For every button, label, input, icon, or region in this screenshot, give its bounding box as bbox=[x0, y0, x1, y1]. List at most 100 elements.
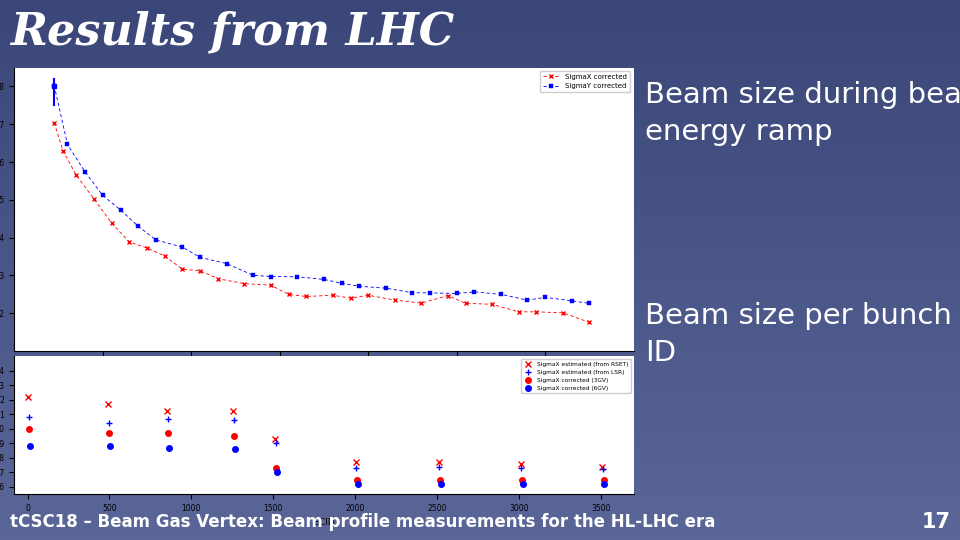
Bar bbox=[0, 16, 960, 19]
SigmaX corrected bbox=[141, 245, 153, 251]
Bar bbox=[0, 265, 960, 267]
Bar bbox=[0, 297, 960, 300]
Bar bbox=[0, 491, 960, 494]
SigmaX estimated (from RSET) bbox=[161, 408, 173, 415]
SigmaX corrected bbox=[487, 301, 498, 308]
Bar bbox=[0, 8, 960, 11]
Bar bbox=[0, 432, 960, 435]
SigmaY corrected bbox=[61, 141, 73, 148]
Bar bbox=[0, 202, 960, 205]
Bar bbox=[0, 148, 960, 151]
SigmaX corrected bbox=[88, 195, 100, 202]
Bar bbox=[0, 192, 960, 194]
Bar bbox=[0, 532, 960, 535]
Bar bbox=[0, 448, 960, 451]
Bar bbox=[0, 154, 960, 157]
Bar bbox=[0, 176, 960, 178]
Bar bbox=[0, 11, 960, 14]
SigmaY corrected bbox=[115, 207, 127, 213]
SigmaY corrected bbox=[353, 283, 365, 289]
SigmaY corrected bbox=[540, 294, 551, 301]
Bar bbox=[0, 354, 960, 356]
Bar bbox=[0, 400, 960, 402]
Bar bbox=[0, 443, 960, 445]
SigmaX corrected (3GV) bbox=[228, 433, 240, 440]
Bar bbox=[0, 14, 960, 16]
Bar bbox=[0, 132, 960, 135]
Bar bbox=[0, 302, 960, 305]
Bar bbox=[0, 122, 960, 124]
Bar bbox=[0, 65, 960, 68]
Bar bbox=[0, 375, 960, 378]
SigmaY corrected bbox=[424, 289, 436, 296]
Bar bbox=[0, 470, 960, 472]
Bar bbox=[0, 310, 960, 313]
SigmaX estimated (from LSR) bbox=[23, 414, 35, 421]
Bar bbox=[0, 451, 960, 454]
SigmaX corrected bbox=[442, 292, 454, 299]
Bar bbox=[0, 535, 960, 537]
Bar bbox=[0, 59, 960, 62]
Bar bbox=[0, 413, 960, 416]
Bar bbox=[0, 329, 960, 332]
Bar bbox=[0, 486, 960, 489]
Bar bbox=[0, 184, 960, 186]
Bar bbox=[0, 516, 960, 518]
Bar bbox=[0, 383, 960, 386]
Legend: SigmaX corrected, SigmaY corrected: SigmaX corrected, SigmaY corrected bbox=[540, 71, 630, 92]
Bar bbox=[0, 32, 960, 35]
SigmaY corrected bbox=[451, 290, 463, 296]
SigmaY corrected bbox=[194, 254, 206, 261]
Bar bbox=[0, 248, 960, 251]
SigmaY corrected bbox=[80, 169, 91, 176]
Bar bbox=[0, 227, 960, 229]
SigmaX estimated (from RSET) bbox=[102, 401, 113, 408]
SigmaX corrected bbox=[106, 220, 117, 226]
Bar bbox=[0, 526, 960, 529]
Bar bbox=[0, 537, 960, 540]
Bar bbox=[0, 321, 960, 324]
SigmaY corrected bbox=[150, 237, 161, 243]
Bar bbox=[0, 62, 960, 65]
SigmaY corrected bbox=[292, 274, 303, 280]
Bar bbox=[0, 224, 960, 227]
SigmaX corrected (6GV) bbox=[163, 444, 175, 451]
Bar bbox=[0, 292, 960, 294]
Bar bbox=[0, 521, 960, 524]
SigmaX estimated (from LSR) bbox=[516, 465, 527, 471]
SigmaX estimated (from LSR) bbox=[228, 417, 239, 423]
Bar bbox=[0, 313, 960, 316]
Bar bbox=[0, 348, 960, 351]
Bar bbox=[0, 397, 960, 400]
Bar bbox=[0, 351, 960, 354]
Bar bbox=[0, 275, 960, 278]
Bar bbox=[0, 394, 960, 397]
SigmaY corrected bbox=[248, 272, 259, 279]
Bar bbox=[0, 38, 960, 40]
Bar bbox=[0, 76, 960, 78]
SigmaY corrected bbox=[265, 273, 276, 280]
Text: Beam size per bunch
ID: Beam size per bunch ID bbox=[645, 302, 952, 367]
Bar bbox=[0, 362, 960, 364]
Bar bbox=[0, 497, 960, 500]
Bar bbox=[0, 273, 960, 275]
SigmaX corrected (6GV) bbox=[516, 481, 528, 487]
Bar bbox=[0, 300, 960, 302]
SigmaX estimated (from LSR) bbox=[270, 440, 281, 447]
Bar bbox=[0, 529, 960, 532]
Bar bbox=[0, 35, 960, 38]
Bar bbox=[0, 505, 960, 508]
Bar bbox=[0, 408, 960, 410]
SigmaY corrected bbox=[407, 289, 419, 296]
Bar bbox=[0, 472, 960, 475]
Bar bbox=[0, 338, 960, 340]
SigmaY corrected bbox=[468, 289, 480, 295]
Bar bbox=[0, 81, 960, 84]
Bar bbox=[0, 240, 960, 243]
Bar bbox=[0, 57, 960, 59]
SigmaX corrected bbox=[363, 292, 374, 299]
Bar bbox=[0, 116, 960, 119]
Bar bbox=[0, 100, 960, 103]
Bar bbox=[0, 162, 960, 165]
Bar bbox=[0, 513, 960, 516]
